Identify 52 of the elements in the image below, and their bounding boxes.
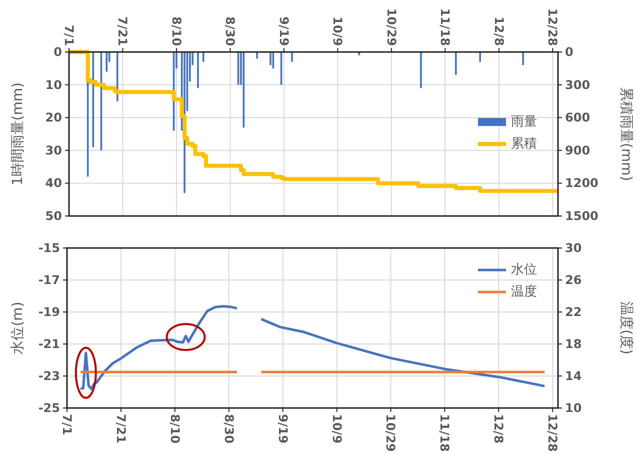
x-tick-label: 12/8 xyxy=(492,16,506,46)
y2-tick-label: 30 xyxy=(565,241,582,255)
y2-tick-label: 22 xyxy=(565,305,582,319)
x-tick-label: 7/1 xyxy=(60,414,74,436)
y2-tick-label: 300 xyxy=(565,78,590,92)
x-tick-label: 8/10 xyxy=(168,414,182,444)
y2-axis-title: 温度(度) xyxy=(618,302,634,354)
y-tick-label: -21 xyxy=(38,337,60,351)
x-tick-label: 12/28 xyxy=(546,8,560,46)
x-tick-label: 12/8 xyxy=(492,414,506,444)
y2-tick-label: 0 xyxy=(565,45,574,59)
y2-tick-label: 1500 xyxy=(565,209,598,223)
y2-tick-label: 600 xyxy=(565,110,590,125)
y-tick-label: -15 xyxy=(38,241,60,255)
y-tick-label: -17 xyxy=(38,273,60,287)
x-tick-label: 7/1 xyxy=(62,24,76,46)
y-tick-label: -25 xyxy=(38,401,60,415)
y2-tick-label: 10 xyxy=(565,401,582,415)
x-tick-label: 7/21 xyxy=(116,16,130,46)
y2-axis-title: 累積雨量(mm) xyxy=(618,86,634,182)
y2-tick-label: 26 xyxy=(565,273,582,287)
legend-label: 温度 xyxy=(511,284,537,300)
x-tick-label: 10/29 xyxy=(384,414,398,452)
y-tick-label: 0 xyxy=(54,45,62,59)
y-axis-title: 1時間雨量(mm) xyxy=(10,82,26,186)
y2-tick-label: 1200 xyxy=(565,176,598,190)
legend-label: 雨量 xyxy=(511,114,537,130)
x-tick-label: 11/18 xyxy=(438,8,452,46)
y-tick-label: 10 xyxy=(45,78,62,92)
y2-tick-label: 14 xyxy=(565,369,582,383)
y-tick-label: 50 xyxy=(45,209,62,223)
y-tick-label: 30 xyxy=(45,143,62,158)
x-tick-label: 8/10 xyxy=(169,16,184,46)
x-tick-label: 10/29 xyxy=(384,8,398,46)
legend-label: 累積 xyxy=(511,136,537,152)
legend-label: 水位 xyxy=(511,262,537,278)
x-tick-label: 11/18 xyxy=(438,414,452,452)
y-tick-label: -23 xyxy=(38,369,60,383)
x-tick-label: 9/19 xyxy=(276,16,291,46)
x-tick-label: 8/30 xyxy=(223,16,238,46)
x-tick-label: 9/19 xyxy=(276,414,290,444)
x-tick-label: 7/21 xyxy=(114,414,128,444)
y2-tick-label: 900 xyxy=(565,143,590,158)
y-tick-label: 40 xyxy=(45,176,62,190)
x-tick-label: 10/9 xyxy=(330,16,345,46)
x-tick-label: 10/9 xyxy=(330,414,344,444)
y-tick-label: 20 xyxy=(45,110,62,125)
x-tick-label: 12/28 xyxy=(546,414,560,452)
y-tick-label: -19 xyxy=(38,305,60,319)
y-axis-title: 水位(m) xyxy=(10,302,26,354)
x-tick-label: 8/30 xyxy=(222,414,236,444)
y2-tick-label: 18 xyxy=(565,337,582,351)
